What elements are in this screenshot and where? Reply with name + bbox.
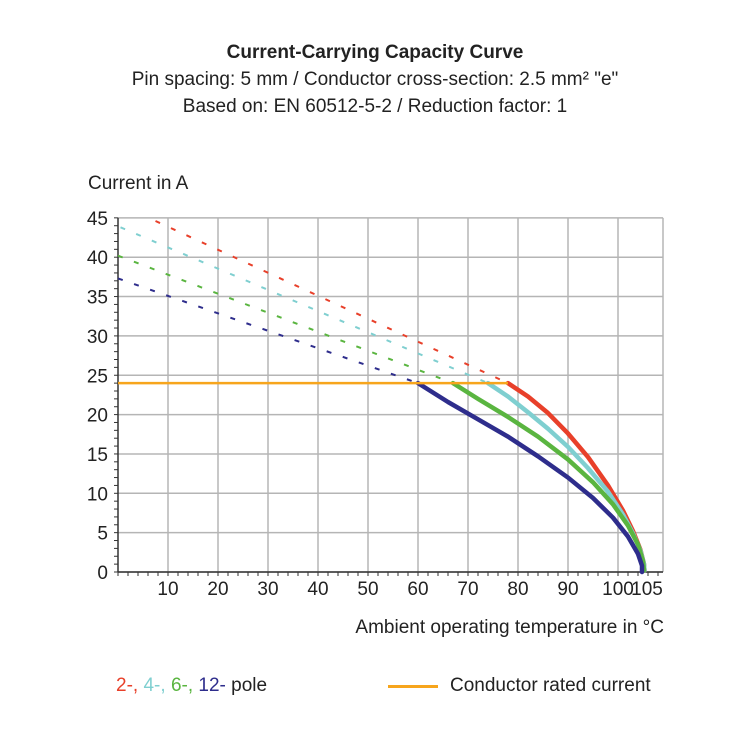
- x-tick-label: 105: [631, 579, 663, 600]
- series-dashed-0: [155, 220, 509, 385]
- x-tick-label: 40: [307, 579, 328, 600]
- legend-6-pole: 6-,: [170, 675, 194, 696]
- x-tick-label: 60: [407, 579, 428, 600]
- legend-12-pole: 12-: [198, 675, 226, 696]
- y-tick-label: 5: [97, 524, 108, 545]
- y-tick-label: 15: [87, 445, 108, 466]
- y-tick-label: 45: [87, 209, 108, 230]
- y-tick-label: 10: [87, 484, 108, 505]
- legend-rated-current: Conductor rated current: [388, 675, 651, 697]
- x-tick-label: 50: [357, 579, 378, 600]
- y-tick-label: 35: [87, 288, 108, 309]
- y-tick-label: 40: [87, 248, 108, 269]
- y-axis-label: Current in A: [88, 173, 189, 194]
- y-tick-label: 30: [87, 327, 108, 348]
- x-tick-label: 30: [257, 579, 278, 600]
- x-tick-label: 20: [207, 579, 228, 600]
- x-tick-label: 70: [457, 579, 478, 600]
- x-tick-label: 90: [557, 579, 578, 600]
- chart-subtitle-2: Based on: EN 60512-5-2 / Reduction facto…: [182, 96, 568, 117]
- legend-rated-label: Conductor rated current: [450, 675, 651, 696]
- y-tick-label: 25: [87, 366, 108, 387]
- series-dashed-1: [120, 226, 489, 385]
- legend-4-pole: 4-,: [143, 675, 166, 696]
- chart-subtitle-1: Pin spacing: 5 mm / Conductor cross-sect…: [131, 69, 619, 90]
- legend-poles: 2-, 4-, 6-, 12- pole: [116, 675, 267, 697]
- legend-2-pole: 2-,: [116, 675, 139, 696]
- x-tick-label: 80: [507, 579, 528, 600]
- series-dashed-3: [117, 277, 419, 385]
- legend-pole-suffix: pole: [231, 675, 268, 696]
- chart-title: Current-Carrying Capacity Curve: [226, 42, 524, 63]
- series-curve-3: [415, 380, 645, 575]
- series-curve-2: [450, 380, 647, 573]
- x-axis-label: Ambient operating temperature in °C: [355, 617, 664, 638]
- legend-rated-swatch: [388, 684, 438, 688]
- y-tick-label: 0: [97, 563, 108, 584]
- y-tick-label: 20: [87, 406, 108, 427]
- x-tick-label: 10: [157, 579, 178, 600]
- x-tick-label: 100: [602, 579, 634, 600]
